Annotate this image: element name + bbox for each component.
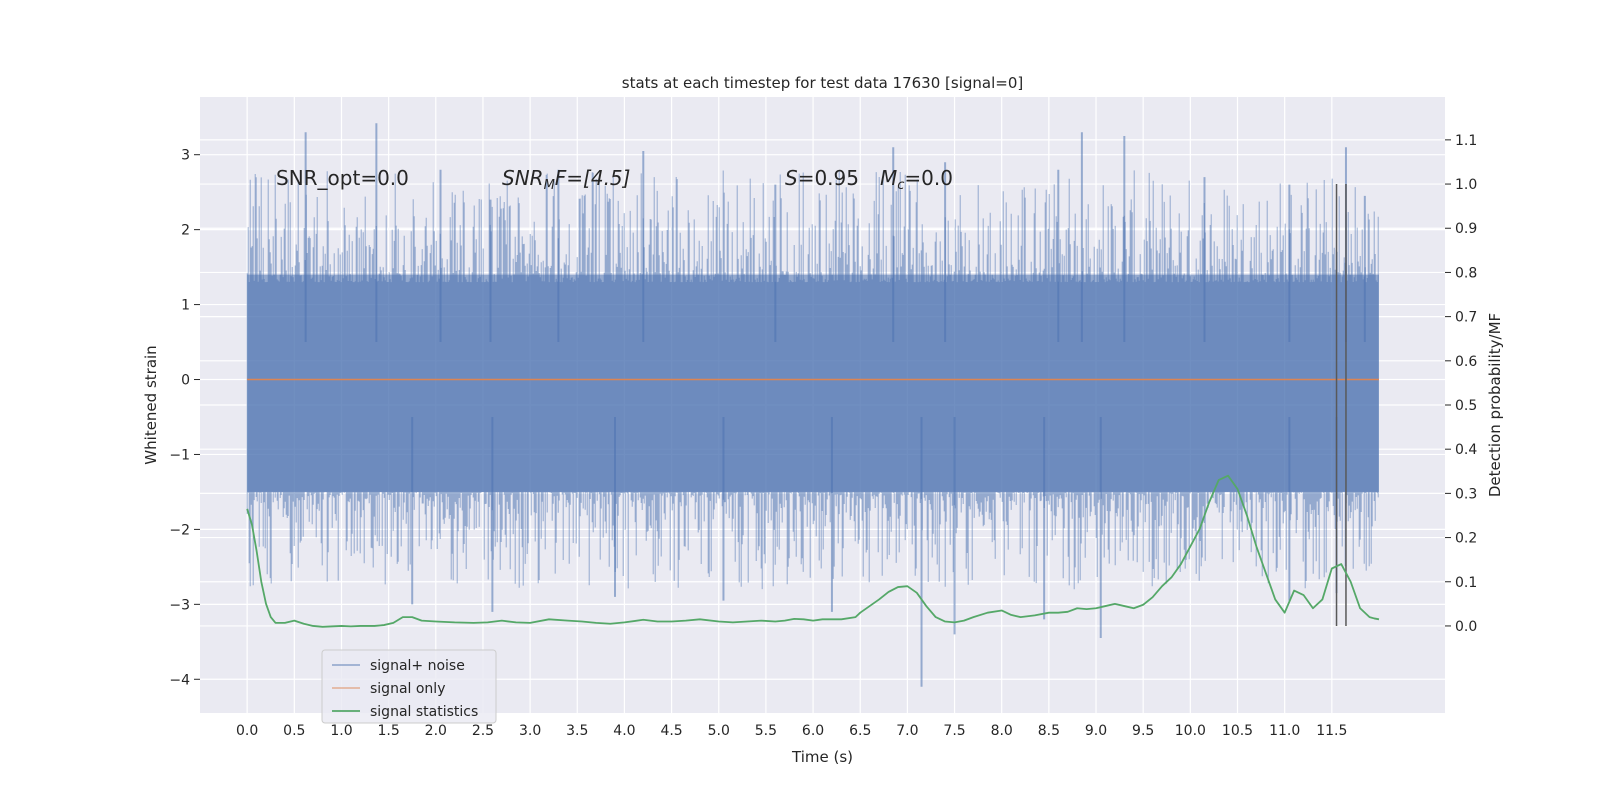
legend-label-signal-only: signal only [370, 681, 445, 697]
y2-tick-label: 0.6 [1455, 354, 1477, 370]
y-tick-label: −3 [169, 597, 190, 613]
x-tick-label: 1.0 [330, 723, 352, 739]
x-tick-label: 1.5 [378, 723, 400, 739]
annotation-mc-sub: c [897, 178, 904, 193]
x-tick-label: 8.5 [1038, 723, 1060, 739]
x-tick-label: 0.0 [236, 723, 258, 739]
y2-tick-label: 0.1 [1455, 575, 1477, 591]
y2-axis-title: Detection probability/MF [1486, 313, 1504, 497]
annotation-s-rest: =0.95 [798, 166, 859, 190]
annotation-mc: Mc=0.0 [880, 166, 953, 193]
y2-tick-label: 0.4 [1455, 442, 1477, 458]
x-tick-label: 5.0 [708, 723, 730, 739]
legend-label-signal-noise: signal+ noise [370, 658, 465, 674]
x-tick-label: 6.0 [802, 723, 824, 739]
y-tick-label: −1 [169, 447, 190, 463]
annotation-snr-mf-rest: F=[4.5] [555, 166, 631, 190]
x-tick-label: 11.0 [1269, 723, 1300, 739]
annotation-s-main: S [785, 166, 798, 190]
y2-tick-label: 0.8 [1455, 265, 1477, 281]
y2-tick-label: 1.0 [1455, 177, 1477, 193]
signal-statistics-line [246, 474, 1380, 628]
x-tick-label: 8.0 [991, 723, 1013, 739]
legend: signal+ noise signal only signal statist… [321, 649, 497, 724]
y-tick-label: 1 [181, 298, 190, 314]
x-tick-label: 10.5 [1222, 723, 1253, 739]
x-tick-label: 2.0 [425, 723, 447, 739]
annotation-mc-main: M [880, 166, 897, 190]
signal-plus-noise-series [246, 123, 1379, 687]
y-tick-label: −4 [169, 672, 190, 688]
x-tick-label: 0.5 [283, 723, 305, 739]
x-tick-label: 10.0 [1175, 723, 1206, 739]
x-tick-label: 9.0 [1085, 723, 1107, 739]
annotation-mc-rest: =0.0 [904, 166, 953, 190]
y2-tick-label: 0.5 [1455, 398, 1477, 414]
x-tick-label: 9.5 [1132, 723, 1154, 739]
line-series-group [246, 184, 1380, 628]
y-tick-label: −2 [169, 522, 190, 538]
y2-tick-label: 0.7 [1455, 310, 1477, 326]
y2-tick-label: 0.2 [1455, 531, 1477, 547]
annotation-snr-mf: SNRMF=[4.5] [502, 166, 630, 193]
chart-title: stats at each timestep for test data 176… [622, 74, 1023, 92]
x-tick-label: 4.5 [660, 723, 682, 739]
y-axis-title: Whitened strain [142, 345, 160, 464]
x-tick-label: 6.5 [849, 723, 871, 739]
x-axis-title: Time (s) [791, 748, 853, 766]
y2-tick-label: 0.0 [1455, 619, 1477, 635]
y-tick-label: 3 [181, 148, 190, 164]
y-tick-label: 0 [181, 373, 190, 389]
y2-tick-label: 1.1 [1455, 133, 1477, 149]
annotation-snr-mf-sub: M [544, 178, 555, 193]
annotation-snr-opt: SNR_opt=0.0 [276, 166, 409, 190]
y2-tick-label: 0.3 [1455, 486, 1477, 502]
annotation-snr-mf-main: SNR [502, 166, 544, 190]
x-tick-label: 3.5 [566, 723, 588, 739]
x-tick-label: 11.5 [1316, 723, 1347, 739]
x-tick-label: 7.5 [943, 723, 965, 739]
x-tick-label: 7.0 [896, 723, 918, 739]
tick-labels: 0.0 0.5 1.0 1.5 2.0 2.5 3.0 3.5 4.0 4.5 5.0 5.5 6.0 6… [169, 133, 1477, 739]
x-tick-label: 4.0 [613, 723, 635, 739]
legend-box [321, 649, 497, 724]
y2-tick-label: 0.9 [1455, 221, 1477, 237]
annotation-s: S=0.95 [785, 166, 859, 190]
legend-label-signal-statistics: signal statistics [370, 704, 478, 720]
x-tick-label: 5.5 [755, 723, 777, 739]
x-tick-label: 2.5 [472, 723, 494, 739]
y-tick-label: 2 [181, 223, 190, 239]
x-tick-label: 3.0 [519, 723, 541, 739]
